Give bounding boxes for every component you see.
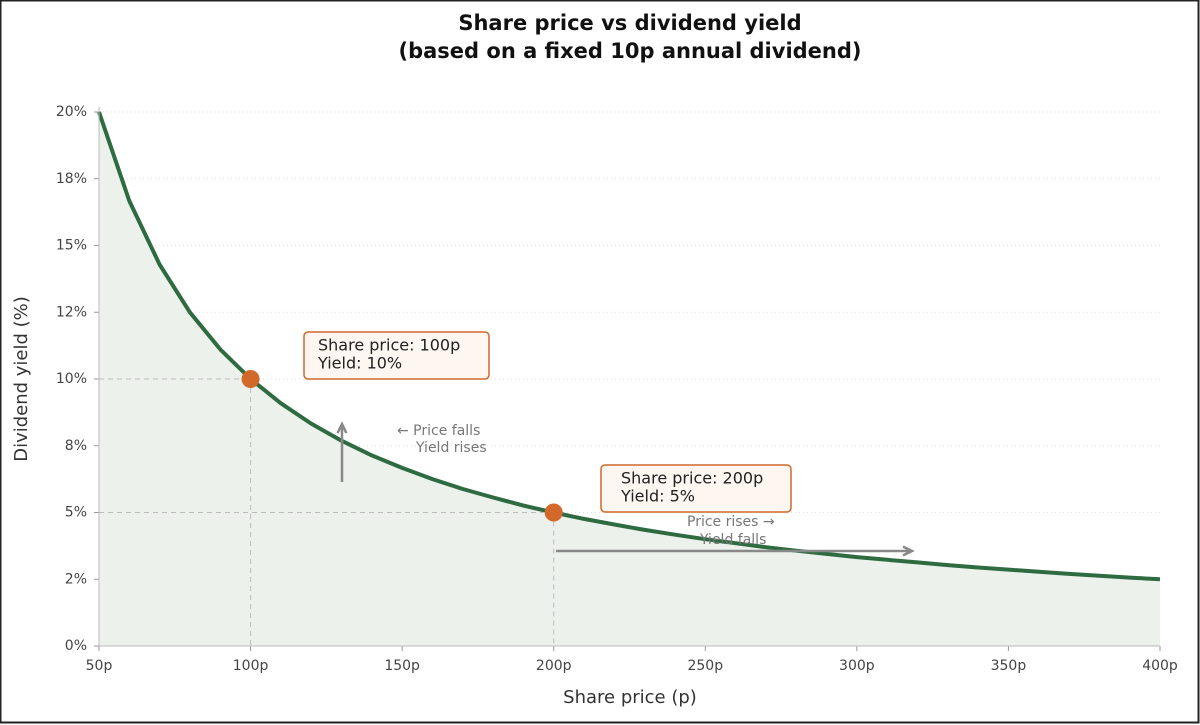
annotation-text: Yield: 10% <box>317 354 402 373</box>
note-text: Yield rises <box>415 440 487 456</box>
arrow-head <box>336 421 348 434</box>
y-tick-label: 12% <box>56 304 87 320</box>
y-tick-label: 15% <box>56 238 87 254</box>
chart-subtitle: (based on a fixed 10p annual dividend) <box>399 39 862 63</box>
y-tick-label: 8% <box>65 438 87 454</box>
y-tick-label: 2% <box>65 571 87 587</box>
annotation-box <box>600 464 792 513</box>
note-text: ← Price falls <box>397 423 480 439</box>
highlight-point <box>544 503 563 522</box>
line <box>97 111 1161 582</box>
x-tick-label: 300p <box>839 658 875 674</box>
x-tick-label: 250p <box>687 658 723 674</box>
note-text: Yield falls <box>699 532 766 548</box>
annotation-text: Yield: 5% <box>620 487 695 506</box>
x-tick-label: 150p <box>384 658 420 674</box>
x-tick-label: 350p <box>991 658 1027 674</box>
y-tick-label: 0% <box>65 638 87 654</box>
note-text: Price rises → <box>687 514 775 530</box>
annotation-text: Share price: 200p <box>621 469 763 488</box>
chart-title: Share price vs dividend yield <box>458 11 801 35</box>
highlight-point <box>241 370 260 388</box>
x-tick-label: 400p <box>1142 658 1178 674</box>
x-axis-label: Share price (p) <box>563 687 697 708</box>
y-tick-label: 18% <box>56 171 87 187</box>
x-tick-label: 100p <box>233 658 269 674</box>
x-tick-label: 50p <box>86 658 113 674</box>
arrow-head <box>902 545 915 557</box>
y-axis-label: Dividend yield (%) <box>11 296 32 462</box>
annotation-box <box>303 331 490 380</box>
annotation-text: Share price: 100p <box>318 336 460 355</box>
y-tick-label: 20% <box>56 104 87 120</box>
y-tick-label: 10% <box>56 371 87 387</box>
x-tick-label: 200p <box>536 658 572 674</box>
y-tick-label: 5% <box>65 505 87 521</box>
